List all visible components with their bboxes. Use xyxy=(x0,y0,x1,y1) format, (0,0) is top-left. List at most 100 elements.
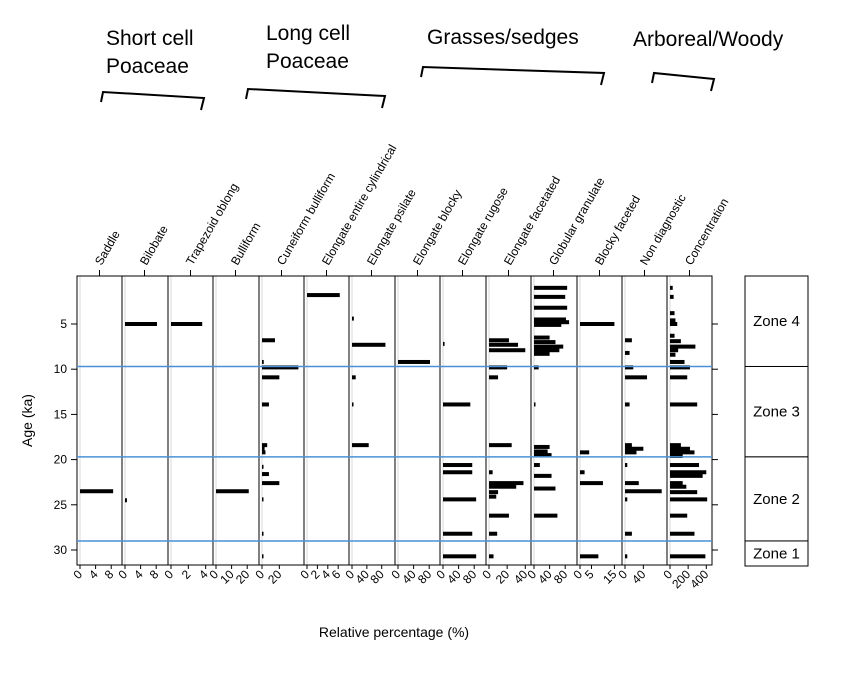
y-tick-label: 15 xyxy=(54,407,68,421)
group-bracket xyxy=(420,65,606,86)
bar xyxy=(670,473,703,478)
y-tick-label: 30 xyxy=(54,543,68,557)
bar xyxy=(262,481,280,486)
bar xyxy=(489,481,524,486)
bar xyxy=(670,513,688,518)
bar xyxy=(670,348,679,353)
bar xyxy=(125,322,157,326)
bar xyxy=(262,446,265,451)
bar xyxy=(489,348,526,353)
x-tick-label: 4 xyxy=(86,567,101,582)
bar xyxy=(625,463,628,468)
bar xyxy=(262,472,269,477)
column-label: Saddle xyxy=(92,228,123,268)
bar xyxy=(625,531,632,536)
bar xyxy=(670,443,681,448)
bar xyxy=(625,450,637,455)
x-tick-label: 400 xyxy=(687,567,711,591)
bar xyxy=(670,497,708,502)
bar xyxy=(580,481,603,486)
column-label: Elongate blocky xyxy=(410,187,464,267)
bar xyxy=(443,531,473,536)
bar xyxy=(534,340,556,345)
bar xyxy=(489,490,499,495)
group-bracket xyxy=(651,71,716,92)
bar xyxy=(534,473,552,478)
bar xyxy=(262,359,264,364)
bar xyxy=(262,531,264,536)
bar xyxy=(534,449,548,454)
bar xyxy=(625,446,644,451)
bar xyxy=(307,293,340,298)
bar xyxy=(534,344,564,349)
bar xyxy=(670,481,683,486)
y-tick-label: 10 xyxy=(54,362,68,376)
bar xyxy=(625,554,628,559)
x-tick-label: 4 xyxy=(131,567,146,582)
x-tick-label: 8 xyxy=(147,567,162,582)
bar xyxy=(580,450,590,455)
bar xyxy=(534,351,550,356)
x-tick-label: 0 xyxy=(615,567,630,582)
bar xyxy=(625,402,630,407)
group-label: Arboreal/Woody xyxy=(633,28,784,51)
bar xyxy=(352,316,354,321)
x-tick-label: 20 xyxy=(233,567,253,587)
bar xyxy=(670,470,707,475)
bar xyxy=(534,486,556,491)
y-tick-label: 25 xyxy=(54,498,68,512)
x-tick-label: 0 xyxy=(115,567,130,582)
bar xyxy=(670,339,681,344)
group-label: Poaceae xyxy=(266,50,349,73)
bar xyxy=(443,497,477,502)
group-label: Short cell xyxy=(106,27,194,50)
bar xyxy=(443,341,445,346)
zone-label: Zone 3 xyxy=(753,404,800,421)
bar xyxy=(534,294,566,299)
group-bracket xyxy=(100,90,206,111)
bar xyxy=(670,322,678,326)
bar xyxy=(489,484,517,489)
bar xyxy=(670,446,690,451)
bar xyxy=(580,470,585,475)
zone-box xyxy=(744,540,809,567)
bar xyxy=(262,402,269,407)
zone-label: Zone 2 xyxy=(753,491,800,508)
bar xyxy=(398,359,430,364)
bar xyxy=(534,305,568,310)
zone-label: Zone 4 xyxy=(753,313,800,330)
column-label: Bilobate xyxy=(137,223,171,268)
bar xyxy=(670,311,675,316)
bar xyxy=(580,322,615,326)
column-label: Bulliform xyxy=(228,220,263,267)
x-tick-label: 80 xyxy=(460,567,480,587)
bar xyxy=(670,285,673,290)
bar xyxy=(670,463,700,468)
bar xyxy=(262,497,264,502)
bar xyxy=(352,342,386,347)
x-tick-label: 5 xyxy=(582,567,597,582)
bar xyxy=(670,484,687,489)
bar xyxy=(670,352,676,357)
x-tick-label: 0 xyxy=(479,567,494,582)
bar xyxy=(670,333,675,338)
bar xyxy=(670,294,674,299)
bar xyxy=(171,322,203,326)
bar xyxy=(443,554,477,559)
bar xyxy=(625,497,628,502)
x-tick-label: 20 xyxy=(265,567,285,587)
group-label: Poaceae xyxy=(106,55,189,78)
bar xyxy=(670,531,695,536)
bar xyxy=(352,443,369,448)
bar xyxy=(443,470,473,475)
group-label: Long cell xyxy=(266,22,350,45)
y-tick-label: 5 xyxy=(60,317,67,331)
x-tick-label: 20 xyxy=(493,567,513,587)
bar xyxy=(534,348,560,353)
x-tick-label: 0 xyxy=(252,567,267,582)
bar xyxy=(534,513,558,518)
bar xyxy=(262,554,264,559)
column-label: Elongate psilate xyxy=(364,186,419,267)
column-label: Elongate entire cylindrical xyxy=(319,142,399,267)
